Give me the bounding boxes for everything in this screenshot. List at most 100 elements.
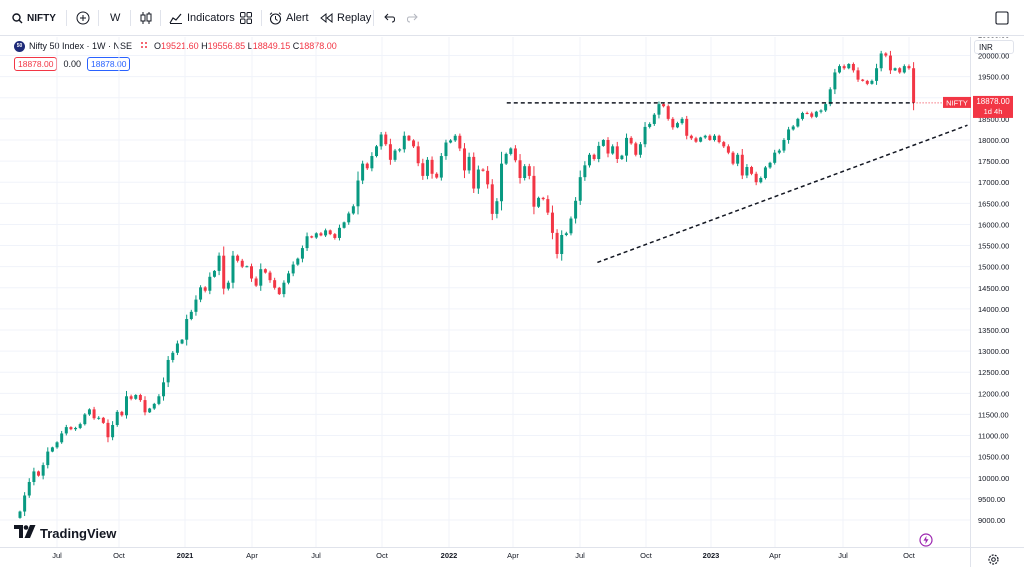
ohlc-key: C — [292, 41, 300, 51]
candle-body — [861, 79, 865, 81]
y-tick-label: 18000.00 — [978, 136, 1009, 145]
candle-body — [282, 282, 286, 295]
y-tick-label: 16500.00 — [978, 199, 1009, 208]
candle-body — [671, 118, 675, 128]
candle-body — [342, 222, 346, 228]
ohlc-key: O — [154, 41, 162, 51]
brand-label: TradingView — [40, 525, 117, 541]
candle-body — [458, 135, 462, 149]
alert-button[interactable]: Alert — [269, 0, 309, 36]
candle-body — [393, 150, 397, 160]
candle-body — [805, 112, 809, 114]
indicators-label: Indicators — [187, 12, 235, 24]
candle-body — [875, 68, 879, 81]
currency-selector[interactable]: INR — [974, 40, 1014, 54]
candle-body — [513, 148, 517, 161]
candle-body — [592, 154, 596, 159]
candle-body — [74, 427, 78, 430]
candle-body — [523, 166, 527, 178]
candle-body — [328, 230, 332, 235]
y-tick-label: 13000.00 — [978, 347, 1009, 356]
y-tick-label: 14500.00 — [978, 284, 1009, 293]
candle-body — [462, 148, 466, 171]
candle-body — [217, 255, 221, 271]
y-tick-label: 16000.00 — [978, 220, 1009, 229]
ohlc-value: 19556.85 — [207, 41, 246, 51]
candle-body — [27, 481, 31, 496]
candle-body — [810, 113, 814, 117]
candle-body — [472, 156, 476, 189]
candle-body — [851, 64, 855, 71]
chart-type-button[interactable] — [140, 0, 152, 36]
candle-body — [435, 173, 439, 178]
candle-body — [50, 447, 54, 452]
fullscreen-button[interactable] — [995, 0, 1009, 36]
compare-button[interactable] — [76, 0, 90, 36]
layouts-button[interactable] — [240, 0, 252, 36]
candle-body — [263, 269, 267, 273]
candle-body — [490, 184, 494, 214]
candle-body — [856, 70, 860, 80]
candle-body — [546, 199, 550, 213]
y-tick-label: 17500.00 — [978, 157, 1009, 166]
legend-title-row: 50 Nifty 50 Index · 1W · NSE O19521.60 H… — [14, 39, 337, 53]
candle-body — [722, 142, 726, 147]
candle-body — [23, 495, 27, 512]
candle-body — [55, 442, 59, 448]
candle-body — [379, 134, 383, 147]
ohlc-key: H — [201, 41, 208, 51]
flash-icon[interactable] — [919, 533, 933, 552]
alarm-clock-icon — [269, 11, 282, 25]
replay-button[interactable]: Replay — [320, 0, 371, 36]
ohlc-close: C18878.00 — [293, 41, 337, 51]
buy-price-box[interactable]: 18878.00 — [86, 57, 131, 71]
candle-body — [884, 53, 888, 56]
candle-body — [157, 396, 161, 404]
candle-body — [713, 135, 716, 140]
candle-body — [430, 159, 434, 174]
support-trendline[interactable] — [597, 124, 968, 264]
candle-body — [347, 213, 351, 223]
candle-body — [324, 230, 328, 236]
candle-body — [782, 140, 786, 151]
price-tag: NIFTY 18878.00 1d 4h — [916, 95, 1013, 118]
status-dots-icon — [140, 41, 148, 51]
candle-body — [504, 153, 508, 164]
redo-button[interactable] — [407, 0, 419, 36]
separator — [373, 10, 374, 26]
x-tick-label: 2021 — [177, 551, 194, 560]
undo-icon — [383, 13, 395, 23]
candle-body — [750, 167, 754, 174]
price-chart[interactable]: 20500.0020000.0019500.0019000.0018500.00… — [0, 37, 1024, 567]
candle-body — [18, 511, 22, 518]
candle-body — [361, 163, 365, 181]
candle-body — [888, 55, 892, 71]
candle-body — [703, 135, 707, 138]
symbol-search[interactable]: NIFTY — [12, 0, 56, 36]
candle-body — [162, 382, 166, 397]
candle-body — [601, 140, 605, 146]
candle-body — [569, 218, 573, 234]
tradingview-logo[interactable]: TradingView — [14, 525, 116, 541]
symbol-tag — [943, 96, 971, 108]
separator — [130, 10, 131, 26]
y-tick-label: 19500.00 — [978, 73, 1009, 82]
candle-body — [865, 80, 869, 84]
y-tick-label: 9000.00 — [978, 516, 1005, 525]
candle-body — [194, 299, 198, 312]
replay-label: Replay — [337, 12, 372, 24]
undo-button[interactable] — [383, 0, 395, 36]
y-tick-label: 20000.00 — [978, 52, 1009, 61]
candle-body — [268, 272, 272, 281]
candle-body — [365, 163, 369, 169]
settings-gear-icon[interactable] — [988, 552, 999, 570]
candle-body — [208, 276, 212, 291]
candle-body — [777, 150, 781, 153]
separator — [98, 10, 99, 26]
candle-body — [898, 68, 902, 73]
interval-button[interactable]: W — [110, 0, 120, 36]
indicators-button[interactable]: Indicators — [169, 0, 235, 36]
y-tick-label: 15000.00 — [978, 263, 1009, 272]
candle-body — [847, 64, 851, 69]
candle-body — [555, 232, 559, 254]
